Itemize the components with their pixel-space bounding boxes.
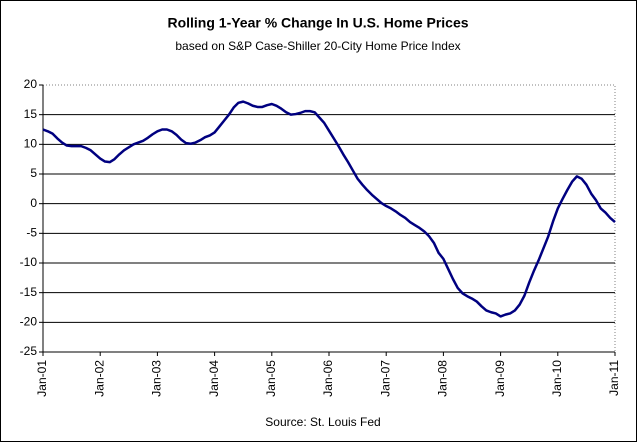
x-tick-label: Jan-06 bbox=[321, 360, 335, 397]
y-tick-label: 10 bbox=[24, 137, 38, 151]
data-line bbox=[42, 100, 616, 318]
x-tick-label: Jan-11 bbox=[607, 360, 621, 396]
x-tick-label: Jan-09 bbox=[493, 360, 507, 397]
x-tick-label: Jan-08 bbox=[436, 360, 450, 397]
y-tick-label: -10 bbox=[20, 255, 38, 269]
y-tick-label: -25 bbox=[20, 344, 38, 358]
y-tick-label: 20 bbox=[24, 77, 38, 91]
source-note: Source: St. Louis Fed bbox=[265, 415, 380, 429]
x-tick-label: Jan-03 bbox=[150, 360, 164, 397]
y-tick-label: -20 bbox=[20, 315, 38, 329]
y-tick-label: -15 bbox=[20, 285, 38, 299]
x-tick-label: Jan-02 bbox=[92, 360, 106, 397]
x-tick-label: Jan-05 bbox=[264, 360, 278, 397]
y-tick-label: -5 bbox=[26, 226, 37, 240]
x-tick-label: Jan-01 bbox=[35, 360, 49, 397]
y-tick-label: 15 bbox=[24, 107, 38, 121]
chart-title: Rolling 1-Year % Change In U.S. Home Pri… bbox=[167, 15, 468, 31]
y-tick-label: 5 bbox=[30, 166, 37, 180]
x-tick-label: Jan-04 bbox=[207, 360, 221, 397]
chart-subtitle: based on S&P Case-Shiller 20-City Home P… bbox=[175, 39, 460, 53]
x-tick-label: Jan-07 bbox=[378, 360, 392, 397]
y-tick-label: 0 bbox=[30, 196, 37, 210]
x-tick-label: Jan-10 bbox=[550, 360, 564, 397]
